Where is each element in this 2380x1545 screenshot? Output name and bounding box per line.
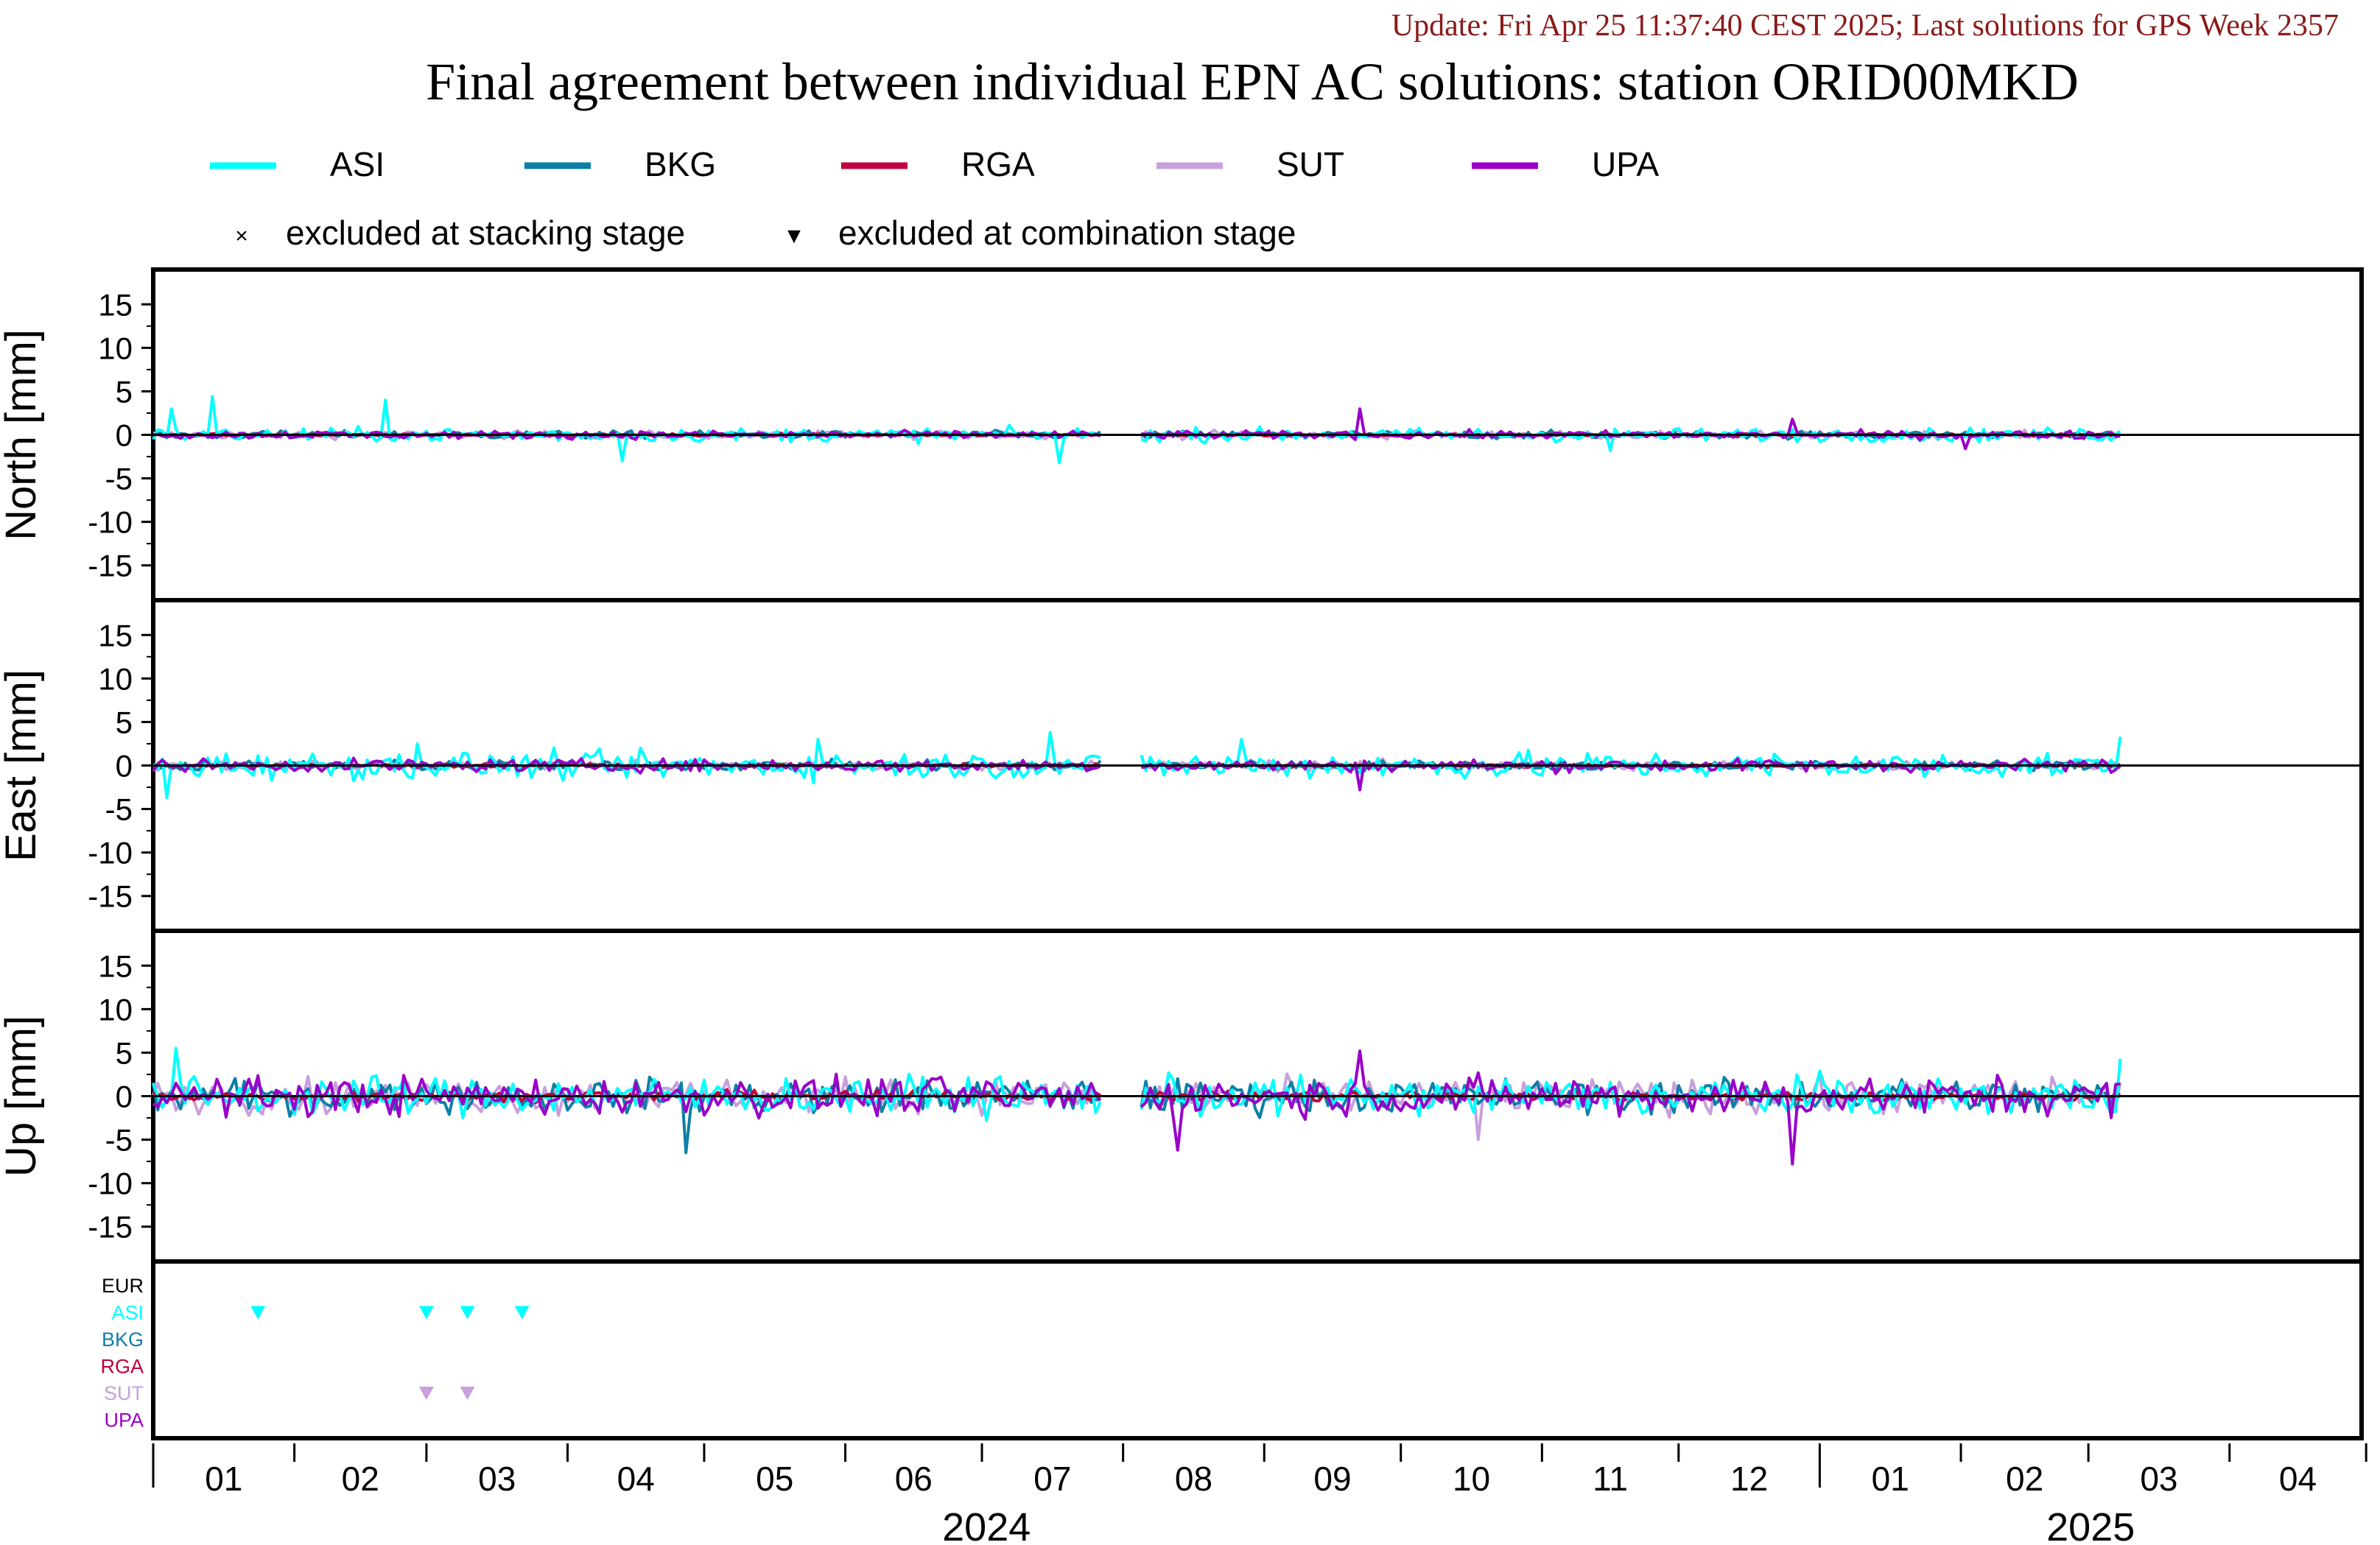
x-month-label: 11 [1593,1460,1628,1498]
x-month-label: 06 [895,1460,933,1498]
exclusion-panel: EUR ASI BKG RGA SUT UPA [100,1259,2364,1440]
y-tick-label: -15 [88,879,133,914]
y-tick-label: 10 [98,992,133,1027]
x-month-label: 08 [1175,1460,1212,1498]
series-line-asi [1140,425,2121,452]
exclusion-marker [460,1387,475,1400]
series-line-asi [152,395,1101,465]
legend-marker-label: excluded at combination stage [838,214,1296,252]
legend-marker-label: excluded at stacking stage [286,214,685,252]
y-axis-label: North [mm] [0,329,45,541]
x-month-label: 03 [2140,1460,2177,1498]
x-month-label: 02 [2006,1460,2043,1498]
x-month-label: 01 [1872,1460,1909,1498]
y-tick-label: 5 [116,705,133,739]
update-line: Update: Fri Apr 25 11:37:40 CEST 2025; L… [1391,9,2339,43]
panel-east: 15 10 5 0 -5 -10 -15 East [mm] [0,598,2364,933]
exclusion-row-label: RGA [100,1356,144,1378]
series-line-upa [1141,407,2121,451]
x-month-label: 12 [1730,1460,1768,1498]
y-tick-label: 10 [98,661,133,696]
y-tick-label: 0 [116,1080,133,1114]
legend-label-bkg: BKG [645,145,716,183]
y-tick-label: 0 [116,749,133,784]
x-month-label: 07 [1033,1460,1071,1498]
series-line-upa [152,1072,1102,1120]
y-tick-label: 5 [116,1035,133,1070]
series-line-asi [1140,1058,2122,1119]
x-month-label: 01 [205,1460,242,1498]
legend-label-sut: SUT [1277,145,1344,183]
panel-north: 15 10 5 0 -5 -10 -15 North [mm] [0,267,2364,602]
x-month-label: 05 [756,1460,793,1498]
chart-title: Final agreement between individual EPN A… [426,52,2079,111]
x-month-label: 03 [478,1460,516,1498]
exclusion-marker [460,1306,475,1320]
x-axis: 01 02 03 04 05 06 07 08 09 10 11 12 01 02 03 04 2024 2025 [152,1443,2367,1545]
y-tick-label: 0 [116,418,133,453]
exclusion-marker [418,1387,434,1400]
exclusion-frame [151,1259,2364,1440]
y-axis-label: Up [mm] [0,1016,45,1177]
legend: ASI BKG RGA SUT UPA × excluded at stacking sta… [210,145,1659,252]
x-month-label: 04 [617,1460,655,1498]
y-tick-label: -5 [105,462,133,496]
series-line-bkg [1140,1076,2121,1119]
x-year-label: 2025 [2046,1505,2135,1545]
y-tick-label: -5 [105,1123,133,1158]
exclusion-row-label: SUT [104,1382,144,1404]
exclusion-marker [250,1306,266,1320]
y-tick-label: -10 [88,836,133,870]
y-tick-label: -15 [88,549,133,583]
legend-marker-symbol: × [235,224,248,248]
y-axis-label: East [mm] [0,669,45,862]
series-line-asi [1140,736,2122,780]
panel-up: 15 10 5 0 -5 -10 -15 Up [mm] [0,929,2364,1264]
series-line-asi [152,731,1101,800]
exclusion-marker [418,1306,434,1320]
y-tick-label: -15 [88,1210,133,1245]
x-month-label: 10 [1453,1460,1490,1498]
y-tick-label: 10 [98,331,133,365]
legend-label-upa: UPA [1592,145,1659,183]
panels: 15 10 5 0 -5 -10 -15 North [mm] 15 10 5 0 -5 -10 -15 Ea… [0,267,2364,1440]
y-tick-label: 5 [116,374,133,409]
y-tick-label: 15 [98,287,133,322]
y-tick-label: -5 [105,792,133,827]
y-tick-label: 15 [98,949,133,983]
exclusion-row-label: BKG [102,1328,144,1351]
y-tick-label: -10 [88,505,133,540]
exclusion-marker [514,1306,530,1320]
series-line-asi [152,1046,1102,1122]
x-year-label: 2024 [942,1505,1031,1545]
x-month-label: 02 [342,1460,379,1498]
exclusion-row-label: EUR [102,1275,144,1297]
series-line-upa [1140,1049,2121,1166]
x-month-label: 09 [1313,1460,1351,1498]
exclusion-row-label: UPA [104,1409,144,1432]
exclusion-row-label: ASI [111,1302,144,1324]
legend-marker-symbol: ▼ [783,224,805,248]
y-tick-label: -10 [88,1166,133,1201]
legend-label-asi: ASI [330,145,385,183]
legend-label-rga: RGA [961,145,1035,183]
y-tick-label: 15 [98,618,133,652]
x-month-label: 04 [2279,1460,2317,1498]
